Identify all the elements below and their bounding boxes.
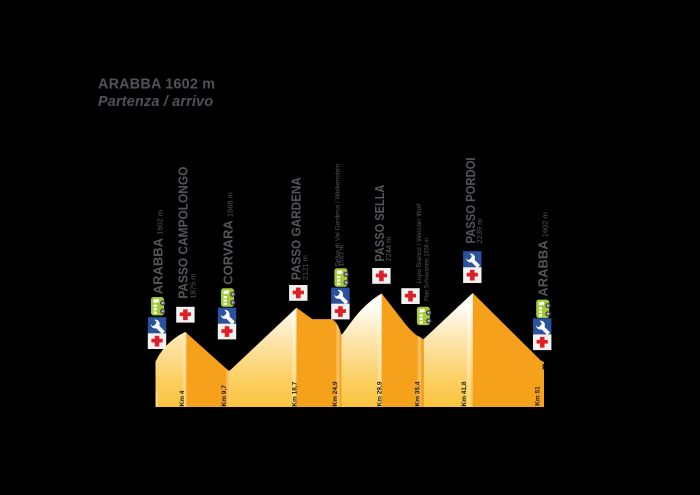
- svg-text:1563 m: 1563 m: [339, 245, 346, 267]
- svg-text:PASSO SELLA: PASSO SELLA: [372, 184, 387, 262]
- svg-text:Km 41,8: Km 41,8: [461, 381, 468, 406]
- svg-text:Km 51: Km 51: [534, 386, 541, 406]
- svg-text:Km 9,7: Km 9,7: [221, 385, 228, 407]
- svg-text:Partenza / arrivo: Partenza / arrivo: [98, 94, 213, 110]
- svg-text:PASSO PORDOI: PASSO PORDOI: [463, 158, 478, 244]
- svg-text:Km 35,4: Km 35,4: [414, 381, 421, 406]
- svg-text:PASSO CAMPOLONGO: PASSO CAMPOLONGO: [175, 167, 190, 299]
- svg-text:1875 m: 1875 m: [189, 274, 198, 299]
- svg-text:Km 18,7: Km 18,7: [291, 381, 298, 406]
- svg-text:PASSO GARDENA: PASSO GARDENA: [289, 177, 304, 281]
- svg-text:Pian Schiavaneis 1856 m: Pian Schiavaneis 1856 m: [423, 238, 430, 301]
- svg-text:Km 24,9: Km 24,9: [332, 381, 339, 406]
- svg-text:Lupo Bianco / Weisser Wolf: Lupo Bianco / Weisser Wolf: [416, 203, 423, 283]
- svg-text:Km 4: Km 4: [179, 390, 186, 406]
- svg-text:2244 m: 2244 m: [384, 237, 393, 262]
- svg-text:2239 m: 2239 m: [475, 218, 484, 243]
- svg-text:ARABBA 1602 m: ARABBA 1602 m: [98, 77, 215, 93]
- svg-text:Km 29,9: Km 29,9: [377, 381, 384, 406]
- svg-text:Selva di Val Gardena / Wolkens: Selva di Val Gardena / Wolkenstein: [335, 163, 342, 266]
- svg-text:2121 m: 2121 m: [301, 255, 310, 280]
